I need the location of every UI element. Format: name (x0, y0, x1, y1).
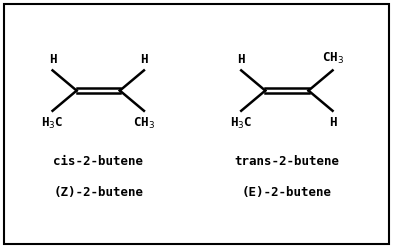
Text: H: H (329, 116, 336, 128)
Text: CH$_3$: CH$_3$ (133, 116, 155, 131)
Text: H: H (140, 53, 148, 66)
Text: H$_3$C: H$_3$C (230, 116, 252, 131)
Text: CH$_3$: CH$_3$ (321, 51, 343, 66)
Text: trans-2-butene: trans-2-butene (234, 155, 340, 168)
Text: H: H (49, 53, 56, 66)
Text: (Z)-2-butene: (Z)-2-butene (53, 186, 143, 199)
Text: (E)-2-butene: (E)-2-butene (242, 186, 332, 199)
Text: H$_3$C: H$_3$C (42, 116, 64, 131)
Text: H: H (237, 53, 245, 66)
Text: cis-2-butene: cis-2-butene (53, 155, 143, 168)
FancyBboxPatch shape (4, 4, 389, 244)
